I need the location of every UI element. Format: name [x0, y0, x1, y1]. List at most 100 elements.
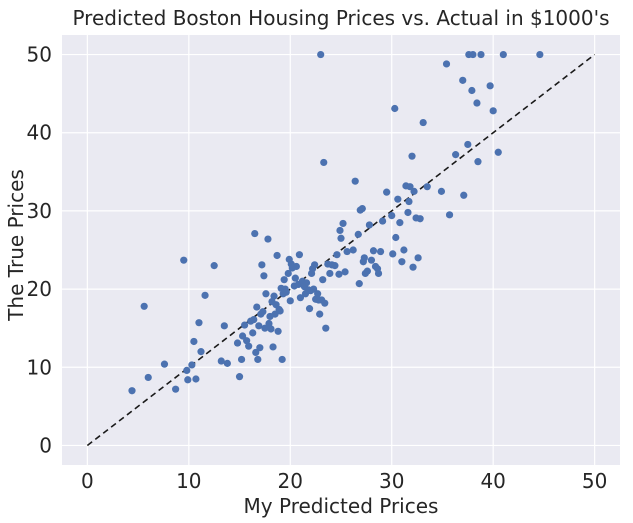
data-point: [264, 235, 272, 243]
data-point: [409, 263, 417, 271]
data-point: [437, 187, 446, 195]
data-point: [192, 375, 200, 383]
data-point: [320, 158, 328, 167]
data-point: [274, 327, 282, 335]
data-point: [243, 337, 251, 345]
data-point: [253, 303, 261, 311]
data-point: [195, 319, 203, 327]
data-point: [369, 247, 378, 255]
x-tick-label: 20: [278, 469, 303, 493]
x-tick-label: 30: [379, 469, 404, 493]
data-point: [445, 211, 454, 219]
data-point: [414, 254, 422, 262]
data-point: [144, 373, 152, 382]
data-point: [201, 291, 209, 299]
data-point: [374, 269, 383, 278]
data-point: [452, 151, 460, 159]
data-point: [355, 280, 363, 288]
data-point: [389, 250, 397, 258]
data-point: [259, 308, 267, 316]
data-point: [499, 50, 507, 59]
data-point: [223, 359, 231, 367]
data-point: [416, 215, 424, 223]
y-axis-label: The True Prices: [4, 169, 28, 322]
data-point: [404, 208, 412, 217]
data-point: [310, 285, 318, 293]
data-point: [343, 247, 351, 256]
data-point: [358, 204, 366, 213]
data-points: [128, 50, 544, 395]
y-tick-label: 30: [27, 199, 52, 223]
data-point: [333, 251, 341, 259]
y-tick-label: 50: [27, 43, 52, 67]
data-point: [261, 324, 269, 332]
data-point: [321, 299, 329, 307]
tick-labels: 0 10 20 30 40 50 0 10 20 30 40 50: [27, 43, 608, 493]
data-point: [291, 274, 299, 282]
data-point: [335, 270, 343, 278]
data-point: [311, 261, 319, 269]
data-point: [241, 321, 249, 329]
data-point: [339, 219, 347, 228]
data-point: [314, 290, 322, 298]
data-point: [235, 373, 244, 381]
data-point: [331, 262, 339, 270]
data-point: [237, 355, 246, 364]
grid: [62, 35, 620, 465]
data-point: [305, 305, 314, 313]
data-point: [286, 297, 294, 305]
data-point: [197, 348, 205, 356]
data-point: [265, 319, 273, 328]
data-point: [367, 256, 376, 264]
data-point: [295, 251, 304, 259]
data-point: [365, 221, 374, 229]
y-tick-label: 20: [27, 277, 52, 301]
data-point: [378, 217, 387, 225]
data-point: [260, 272, 268, 280]
x-tick-label: 0: [81, 469, 94, 493]
data-point: [326, 269, 334, 278]
data-point: [360, 254, 368, 262]
data-point: [256, 344, 264, 352]
data-point: [210, 262, 218, 270]
data-point: [220, 322, 228, 330]
data-point: [363, 267, 371, 275]
data-point: [284, 269, 292, 278]
data-point: [396, 219, 404, 227]
y-tick-label: 10: [27, 355, 52, 379]
data-point: [349, 246, 357, 254]
data-point: [337, 234, 345, 242]
data-point: [459, 76, 467, 84]
data-point: [172, 385, 180, 393]
data-point: [468, 86, 476, 95]
data-point: [477, 50, 485, 59]
data-point: [398, 258, 406, 266]
data-point: [270, 292, 278, 300]
data-point: [188, 361, 196, 369]
x-tick-label: 50: [582, 469, 607, 493]
data-point: [250, 315, 258, 324]
x-tick-label: 10: [176, 469, 201, 493]
data-point: [400, 246, 408, 254]
data-point: [217, 357, 225, 365]
data-point: [391, 104, 399, 113]
data-point: [336, 226, 344, 235]
data-point: [292, 262, 300, 271]
data-point: [394, 195, 402, 203]
data-point: [269, 343, 277, 351]
data-point: [255, 322, 263, 330]
data-point: [442, 60, 451, 68]
data-point: [249, 329, 257, 337]
data-point: [410, 187, 418, 195]
data-point: [419, 118, 427, 127]
data-point: [273, 251, 281, 260]
y-tick-label: 40: [27, 121, 52, 145]
data-point: [383, 188, 391, 196]
data-point: [282, 288, 290, 296]
data-point: [464, 140, 472, 149]
x-tick-label: 40: [480, 469, 505, 493]
data-point: [258, 261, 266, 269]
data-point: [184, 376, 192, 384]
data-point: [267, 325, 275, 333]
data-point: [183, 366, 191, 374]
